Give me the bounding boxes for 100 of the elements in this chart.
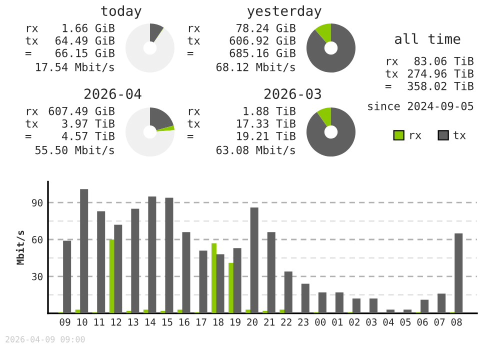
chart-title: 2026-03 xyxy=(264,88,321,100)
bar xyxy=(228,262,234,314)
chart-title: 2026-04 xyxy=(84,88,142,100)
bar xyxy=(131,208,140,314)
donut-slice xyxy=(156,125,174,132)
text: 63.08 Mbit/s xyxy=(216,146,295,156)
text: 64.49 GiB xyxy=(56,36,114,45)
bar xyxy=(97,211,106,314)
bar xyxy=(182,232,190,314)
text: 4.57 TiB xyxy=(62,132,114,140)
text: rx xyxy=(386,58,398,66)
text: 68.12 Mbit/s xyxy=(216,62,295,72)
bar xyxy=(420,300,429,314)
text: 17.54 Mbit/s xyxy=(36,62,114,72)
x-tick-label: 21 xyxy=(264,318,275,326)
text: 685.16 GiB xyxy=(230,48,296,58)
donut-slice xyxy=(125,23,175,73)
x-tick-label: 19 xyxy=(230,318,240,326)
bar xyxy=(335,292,344,314)
x-tick-label: 13 xyxy=(128,318,138,326)
bar xyxy=(438,294,446,314)
donut-slice xyxy=(306,107,356,157)
text: rx xyxy=(26,26,38,32)
text: = xyxy=(385,85,392,88)
text: 1.66 GiB xyxy=(62,24,114,32)
text: = xyxy=(187,135,194,138)
x-tick-label: 02 xyxy=(349,318,360,326)
legend-label: tx xyxy=(453,131,466,140)
legend-label: rx xyxy=(410,132,422,140)
x-tick-label: 16 xyxy=(180,318,190,326)
bar xyxy=(165,198,174,314)
x-tick-label: 23 xyxy=(298,318,308,326)
x-tick-label: 09 xyxy=(60,318,70,326)
donut-slice xyxy=(150,107,174,130)
x-tick-label: 04 xyxy=(383,318,394,326)
bar xyxy=(246,310,250,314)
text: 3.97 TiB xyxy=(62,119,114,128)
chart-title: today xyxy=(101,5,142,19)
x-tick-label: 05 xyxy=(400,318,411,326)
donut-slice xyxy=(316,107,331,127)
bar xyxy=(212,243,216,314)
x-tick-label: 08 xyxy=(451,318,462,326)
x-tick-label: 03 xyxy=(366,318,377,326)
text: 78.24 GiB xyxy=(236,24,296,32)
bar xyxy=(267,232,276,314)
y-tick-label: 90 xyxy=(32,199,43,206)
x-tick-label: 10 xyxy=(77,318,88,326)
y-axis-title: Mbit/s xyxy=(16,230,25,265)
bar xyxy=(301,284,310,314)
x-tick-label: 14 xyxy=(145,318,156,326)
x-tick-label: 12 xyxy=(111,318,122,326)
donut-slice xyxy=(125,107,175,157)
bar xyxy=(250,208,258,314)
bar xyxy=(216,254,224,314)
bar xyxy=(63,240,72,314)
x-tick-label: 17 xyxy=(196,318,206,326)
bar xyxy=(109,240,114,314)
x-tick-label: 15 xyxy=(162,318,172,326)
bar xyxy=(80,189,88,314)
donut-slice xyxy=(150,23,164,43)
text: 83.06 TiB xyxy=(414,56,474,66)
bar xyxy=(233,248,242,314)
x-tick-label: 06 xyxy=(417,318,428,326)
bar xyxy=(114,224,122,314)
donut-slice xyxy=(154,28,164,43)
text: all time xyxy=(395,33,460,44)
text: rx xyxy=(188,108,200,116)
text: tx xyxy=(26,36,38,45)
donut-slice xyxy=(306,23,356,73)
bar xyxy=(148,196,156,314)
chart-title: yesterday xyxy=(247,5,322,19)
text: = xyxy=(25,52,32,56)
text: 607.49 GiB xyxy=(48,106,114,116)
bar xyxy=(199,250,208,314)
bar xyxy=(454,233,463,314)
bar xyxy=(386,310,395,314)
text: 606.92 GiB xyxy=(230,36,296,45)
text: tx xyxy=(386,70,398,78)
x-tick-label: 11 xyxy=(94,318,104,326)
x-tick-label: 22 xyxy=(281,318,292,326)
x-tick-label: 20 xyxy=(247,318,258,326)
text: 274.96 TiB xyxy=(408,69,474,78)
x-tick-label: 00 xyxy=(315,318,326,326)
text: rx xyxy=(188,26,200,32)
text: tx xyxy=(26,120,38,128)
text: 66.15 GiB xyxy=(56,48,114,58)
x-tick-label: 18 xyxy=(214,318,224,326)
text: = xyxy=(187,52,194,56)
text: 19.21 TiB xyxy=(237,132,296,140)
bar xyxy=(318,292,326,314)
bar xyxy=(404,310,412,314)
text: 358.02 TiB xyxy=(408,82,474,90)
text: tx xyxy=(188,36,200,45)
text: tx xyxy=(188,120,200,128)
bar xyxy=(280,310,285,314)
bar xyxy=(352,298,360,314)
bar xyxy=(284,271,292,314)
x-tick-label: 07 xyxy=(434,318,445,326)
text: rx xyxy=(26,108,38,116)
text: 17.33 TiB xyxy=(237,119,296,128)
